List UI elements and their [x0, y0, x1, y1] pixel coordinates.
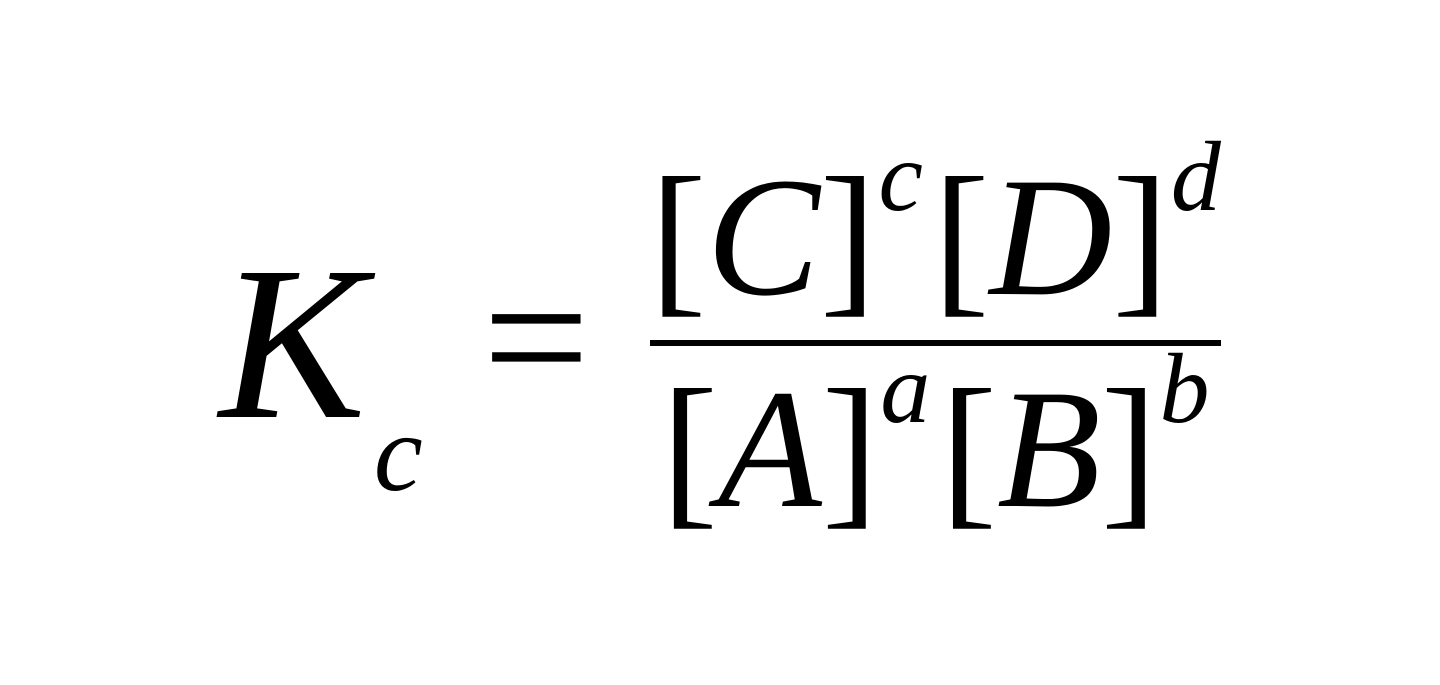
numerator-term-1: [ C ] c [650, 152, 923, 322]
open-bracket: [ [661, 364, 718, 534]
variable-D: D [989, 152, 1112, 322]
open-bracket: [ [650, 152, 707, 322]
equation-canvas: K c = [ C ] c [ D ] d [0, 0, 1440, 685]
exponent-d: d [1171, 127, 1221, 227]
equilibrium-constant-equation: K c = [ C ] c [ D ] d [219, 152, 1221, 534]
variable-C: C [706, 152, 819, 322]
denominator: [ A ] a [ B ] b [661, 364, 1209, 534]
fraction-bar [650, 340, 1221, 346]
denominator-term-1: [ A ] a [661, 364, 930, 534]
close-bracket: ] [1112, 152, 1169, 322]
rhs-fraction: [ C ] c [ D ] d [ A ] a [650, 152, 1221, 534]
lhs-symbol: K [219, 233, 366, 453]
lhs-kc: K c [219, 233, 423, 453]
lhs-subscript: c [374, 398, 423, 508]
variable-A: A [718, 364, 822, 534]
denominator-term-2: [ B ] b [940, 364, 1209, 534]
open-bracket: [ [940, 364, 997, 534]
exponent-a: a [880, 339, 930, 439]
close-bracket: ] [820, 152, 877, 322]
open-bracket: [ [933, 152, 990, 322]
close-bracket: ] [1101, 364, 1158, 534]
exponent-b: b [1159, 339, 1209, 439]
exponent-c: c [878, 127, 922, 227]
close-bracket: ] [822, 364, 879, 534]
variable-B: B [997, 364, 1101, 534]
numerator: [ C ] c [ D ] d [650, 152, 1221, 322]
numerator-term-2: [ D ] d [933, 152, 1221, 322]
equals-sign: = [483, 243, 590, 433]
